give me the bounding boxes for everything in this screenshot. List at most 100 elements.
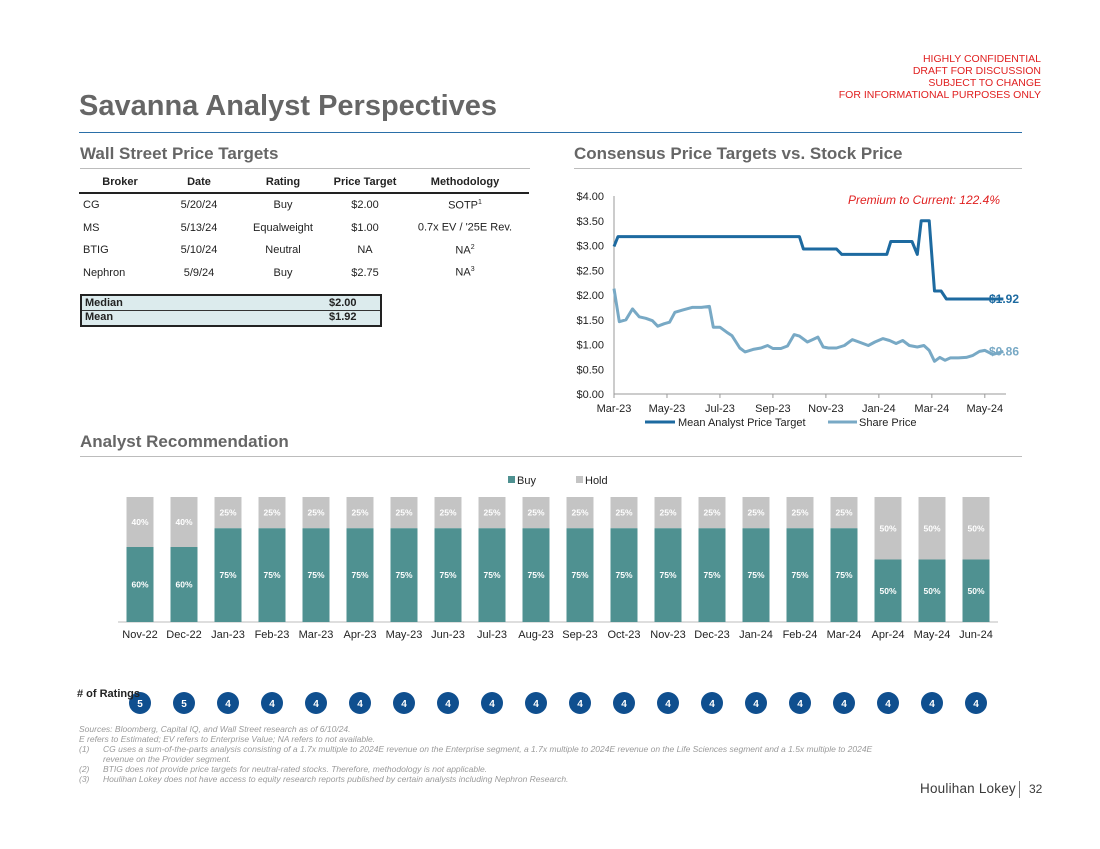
brand-logo: Houlihan Lokey bbox=[920, 781, 1016, 796]
category-label: Nov-23 bbox=[650, 629, 685, 641]
category-label: Oct-23 bbox=[607, 629, 640, 641]
date-cell: 5/9/24 bbox=[183, 266, 215, 279]
rating-count-value: 4 bbox=[401, 699, 407, 710]
category-label: Mar-24 bbox=[827, 629, 862, 641]
legend-label: Buy bbox=[517, 475, 536, 487]
category-label: Apr-24 bbox=[871, 629, 904, 641]
hold-bar bbox=[830, 497, 858, 529]
x-tick-label: Mar-23 bbox=[597, 403, 632, 415]
broker-cell: MS bbox=[83, 221, 100, 234]
hold-bar bbox=[170, 497, 198, 547]
category-label: Sep-23 bbox=[562, 629, 597, 641]
buy-bar bbox=[126, 547, 154, 622]
hold-value-label: 25% bbox=[527, 508, 544, 518]
summary-box: Median $2.00 Mean $1.92 bbox=[80, 294, 382, 327]
rating-count-value: 4 bbox=[797, 699, 803, 710]
method-text: NA bbox=[455, 244, 471, 257]
hold-value-label: 50% bbox=[923, 523, 940, 533]
hold-bar bbox=[214, 497, 242, 529]
table-row: Nephron 5/9/24 Buy $2.75 NA3 bbox=[79, 262, 529, 285]
footnote-text: BTIG does not provide price targets for … bbox=[103, 764, 488, 774]
column-header: Rating bbox=[237, 173, 329, 194]
rating-count-circle bbox=[481, 692, 503, 714]
broker-cell: CG bbox=[83, 199, 100, 212]
rating-count-circle bbox=[173, 692, 195, 714]
confidential-line: SUBJECT TO CHANGE bbox=[928, 77, 1041, 89]
ratings-count-label: # of Ratings bbox=[77, 688, 140, 700]
hold-value-label: 25% bbox=[483, 508, 500, 518]
hold-value-label: 25% bbox=[659, 508, 676, 518]
hold-value-label: 25% bbox=[615, 508, 632, 518]
method-cell: NA2 bbox=[401, 239, 529, 262]
buy-bar bbox=[830, 528, 858, 622]
y-tick-label: $1.50 bbox=[576, 315, 604, 327]
category-label: Dec-23 bbox=[694, 629, 729, 641]
buy-bar bbox=[874, 559, 902, 622]
category-label: Jul-23 bbox=[477, 629, 507, 641]
buy-value-label: 75% bbox=[395, 570, 412, 580]
legend-swatch-hold bbox=[576, 476, 583, 483]
footnote-text: Houlihan Lokey does not have access to e… bbox=[103, 774, 569, 784]
hold-bar bbox=[478, 497, 506, 529]
rating-count-value: 4 bbox=[577, 699, 583, 710]
category-label: May-23 bbox=[386, 629, 423, 641]
buy-value-label: 75% bbox=[835, 570, 852, 580]
hold-value-label: 25% bbox=[703, 508, 720, 518]
hold-bar bbox=[566, 497, 594, 529]
footnote-ref: 1 bbox=[478, 198, 482, 206]
hold-value-label: 40% bbox=[175, 517, 192, 527]
hold-value-label: 25% bbox=[835, 508, 852, 518]
confidentiality-notice: HIGHLY CONFIDENTIAL DRAFT FOR DISCUSSION… bbox=[839, 53, 1041, 101]
rating-count-value: 4 bbox=[665, 699, 671, 710]
footer-divider bbox=[1019, 781, 1020, 798]
rating-cell: Buy bbox=[273, 266, 293, 279]
footnote-number: (2) bbox=[79, 764, 90, 774]
legend-swatch-buy bbox=[508, 476, 515, 483]
legend-label: Mean Analyst Price Target bbox=[678, 417, 806, 429]
buy-bar bbox=[302, 528, 330, 622]
buy-bar bbox=[170, 547, 198, 622]
y-tick-label: $2.00 bbox=[576, 290, 604, 302]
hold-value-label: 25% bbox=[395, 508, 412, 518]
buy-value-label: 75% bbox=[791, 570, 808, 580]
buy-bar bbox=[962, 559, 990, 622]
rating-count-value: 5 bbox=[181, 699, 187, 710]
buy-value-label: 75% bbox=[219, 570, 236, 580]
share-price-line bbox=[612, 288, 1004, 363]
buy-value-label: 75% bbox=[703, 570, 720, 580]
premium-annotation: Premium to Current: 122.4% bbox=[848, 193, 1000, 207]
rating-count-value: 4 bbox=[929, 699, 935, 710]
method-cell: NA3 bbox=[401, 262, 529, 285]
rating-count-circle bbox=[657, 692, 679, 714]
column-header: Date bbox=[161, 173, 237, 194]
buy-bar bbox=[434, 528, 462, 622]
mean-value: $1.92 bbox=[329, 311, 357, 323]
method-cell: 0.7x EV / '25E Rev. bbox=[401, 217, 529, 240]
price-targets-title: Wall Street Price Targets bbox=[80, 144, 279, 163]
footnote: (3) Houlihan Lokey does not have access t… bbox=[79, 774, 899, 784]
footnote-text: CG uses a sum-of-the-parts analysis cons… bbox=[103, 744, 873, 764]
mean-target-line bbox=[612, 219, 1004, 301]
rating-count-circle bbox=[217, 692, 239, 714]
category-label: Nov-22 bbox=[122, 629, 157, 641]
section-divider bbox=[80, 168, 530, 169]
rating-count-value: 4 bbox=[533, 699, 539, 710]
confidential-line: FOR INFORMATIONAL PURPOSES ONLY bbox=[838, 89, 1041, 101]
rating-count-circle bbox=[305, 692, 327, 714]
footnotes: Sources: Bloomberg, Capital IQ, and Wall… bbox=[79, 724, 899, 784]
table-header-row: Broker Date Rating Price Target Methodol… bbox=[79, 173, 529, 194]
rating-count-value: 4 bbox=[841, 699, 847, 710]
hold-bar bbox=[126, 497, 154, 547]
category-label: Dec-22 bbox=[166, 629, 201, 641]
x-tick-label: Sep-23 bbox=[755, 403, 790, 415]
hold-value-label: 25% bbox=[791, 508, 808, 518]
target-cell: $2.00 bbox=[351, 199, 379, 212]
method-cell: SOTP1 bbox=[401, 193, 529, 217]
rating-count-circle bbox=[613, 692, 635, 714]
section-divider bbox=[574, 168, 1022, 169]
column-header: Broker bbox=[79, 173, 161, 194]
sources-note: Sources: Bloomberg, Capital IQ, and Wall… bbox=[79, 724, 351, 734]
buy-bar bbox=[918, 559, 946, 622]
mean-row: Mean $1.92 bbox=[82, 311, 380, 324]
category-label: Mar-23 bbox=[299, 629, 334, 641]
